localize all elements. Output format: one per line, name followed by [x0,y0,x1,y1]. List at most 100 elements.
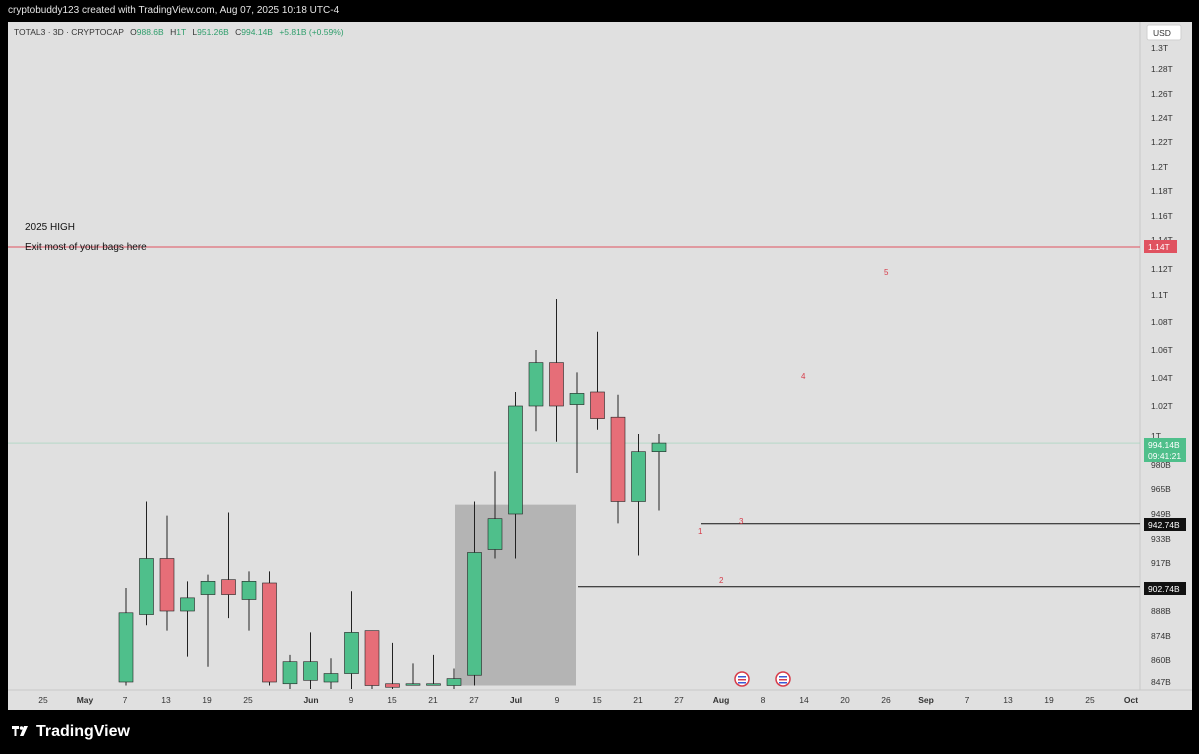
candle-body [139,558,154,615]
candle[interactable] [180,581,195,657]
us-flag-event-icon[interactable] [734,671,750,687]
candle-body [221,579,236,595]
y-tick-label: 1.18T [1151,186,1173,196]
x-tick-label: 27 [469,695,479,705]
candle[interactable] [405,663,421,686]
x-tick-label: 9 [555,695,560,705]
x-tick-label: 25 [243,695,253,705]
candle-body [487,518,503,550]
tradingview-logo[interactable]: TradingView [12,723,130,741]
x-tick-label: 20 [840,695,850,705]
candle[interactable] [631,434,646,556]
y-tick-label: 1.24T [1151,113,1173,123]
candle[interactable] [262,571,277,686]
tradingview-logo-icon [12,726,28,736]
candle-body [651,442,667,452]
us-flag-event-icon[interactable] [775,671,791,687]
candle[interactable] [385,642,400,689]
svg-text:1.14T: 1.14T [1148,242,1170,252]
candle-body [282,661,298,685]
candle-body [385,683,400,688]
candle-body [344,632,359,674]
candle[interactable] [344,591,359,689]
y-tick-label: 1.02T [1151,401,1173,411]
candle-body [200,581,216,595]
x-tick-label: 13 [161,695,171,705]
x-tick-label: 27 [674,695,684,705]
candle-body [467,552,482,676]
wave-label-4: 4 [801,372,806,381]
svg-text:902.74B: 902.74B [1148,584,1180,594]
candle[interactable] [139,501,154,626]
candle[interactable] [241,571,257,631]
y-tick-label: 1.16T [1151,211,1173,221]
candle[interactable] [651,434,667,511]
x-tick-label: 21 [633,695,643,705]
candle[interactable] [200,574,216,667]
countdown: 09:41:21 [1148,451,1181,461]
candle-body [446,678,462,686]
candle-body [528,362,544,407]
x-tick-label: 9 [349,695,354,705]
candle[interactable] [569,372,585,473]
wave-label-3: 3 [739,517,744,526]
y-tick-label: 980B [1151,460,1171,470]
x-tick-label: 15 [387,695,397,705]
candle[interactable] [282,654,298,689]
candle-body [241,581,257,600]
candle-body [549,362,564,407]
candle-body [303,661,318,681]
annotation-note: Exit most of your bags here [25,242,147,253]
y-tick-label: 1.3T [1151,43,1168,53]
wave-label-5: 5 [884,268,889,277]
price-tag-current: 994.14B 09:41:21 [1144,438,1186,462]
candle[interactable] [426,654,441,686]
legend-open-label: O [130,27,137,37]
legend-close-label: C [235,27,241,37]
candlestick-chart[interactable]: 1.3T 1.28T 1.26T 1.24T 1.22T 1.2T 1.18T 1.16T 1.… [8,22,1192,710]
candle-body [118,612,134,683]
legend-change: +5.81B (+0.59%) [279,27,343,37]
candle[interactable] [590,331,605,430]
price-tag-support-2: 902.74B [1144,582,1186,595]
candle-body [426,683,441,686]
candle[interactable] [467,501,482,686]
legend: TOTAL3 · 3D · CRYPTOCAP O988.6B H1T L951… [14,27,344,37]
currency-button[interactable]: USD [1146,24,1182,41]
x-tick-label: 14 [799,695,809,705]
candle[interactable] [221,512,236,619]
x-tick-label: Aug [713,695,730,705]
legend-close: 994.14B [241,27,273,37]
wave-label-2: 2 [719,576,724,585]
wave-label-1: 1 [698,527,703,536]
candle[interactable] [118,588,134,686]
x-tick-label: 25 [1085,695,1095,705]
y-tick-label: 1.1T [1151,290,1168,300]
chart-credit: cryptobuddy123 created with TradingView.… [8,5,340,16]
candle[interactable] [549,299,564,442]
candle[interactable] [446,668,462,689]
candle[interactable] [487,471,503,559]
candle-body [323,673,339,683]
y-tick-label: 1.28T [1151,64,1173,74]
x-tick-label: Jul [510,695,522,705]
y-tick-label: 1.22T [1151,137,1173,147]
candle[interactable] [528,350,544,432]
y-tick-label: 1.2T [1151,162,1168,172]
legend-low-label: L [192,27,197,37]
x-tick-label: Oct [1124,695,1138,705]
candle[interactable] [508,392,523,559]
current-price: 994.14B [1148,440,1180,450]
chart-frame[interactable]: 1.3T 1.28T 1.26T 1.24T 1.22T 1.2T 1.18T 1.16T 1.… [8,22,1192,710]
y-tick-label: 860B [1151,655,1171,665]
x-tick-label: 26 [881,695,891,705]
x-tick-label: May [77,695,94,705]
candle[interactable] [364,630,380,689]
candle[interactable] [323,658,339,689]
x-tick-label: Sep [918,695,934,705]
candle[interactable] [303,632,318,689]
y-tick-label: 1T [1151,431,1161,441]
candle[interactable] [159,515,175,631]
candle[interactable] [610,394,626,524]
candle-body [590,391,605,419]
